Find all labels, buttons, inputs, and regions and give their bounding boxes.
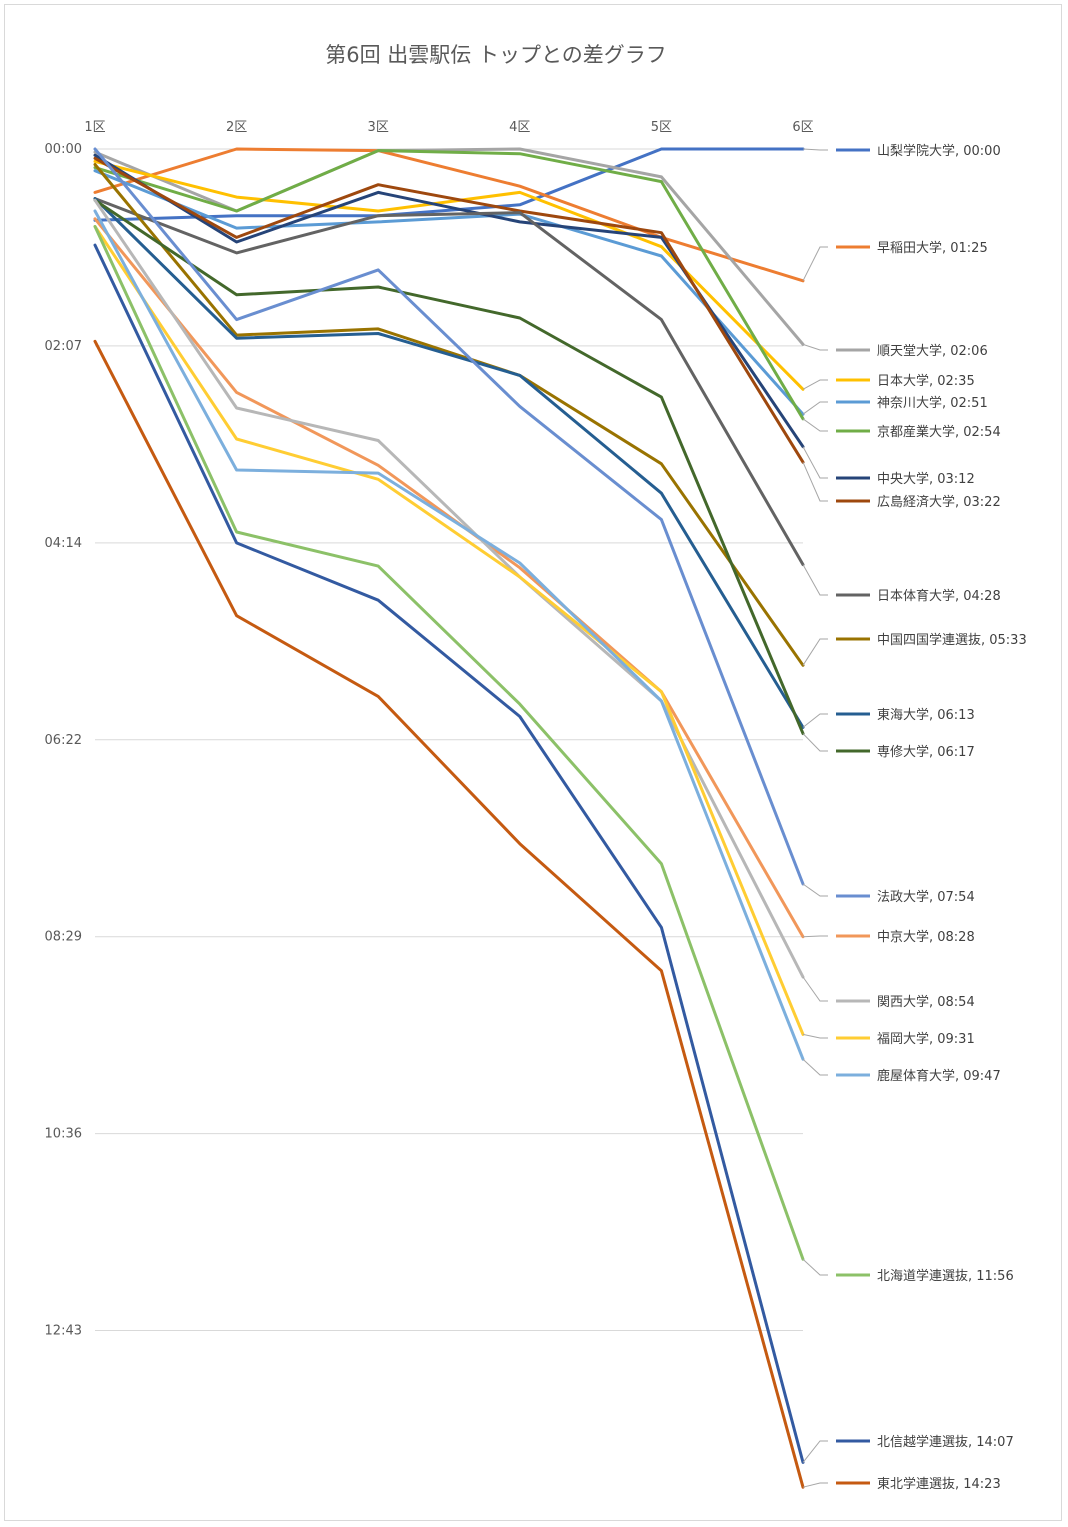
leader-line [802, 246, 828, 282]
legend: 山梨学院大学, 00:00 早稲田大学, 01:25 順天堂大学, 02:06 日本大… [802, 143, 1027, 1492]
y-tick-label: 04:14 [45, 536, 82, 551]
y-tick-label: 06:22 [45, 733, 82, 748]
legend-label: 日本体育大学, 04:28 [877, 588, 1001, 604]
leader-line [802, 1482, 828, 1488]
leader-line [802, 461, 828, 502]
legend-label: 東北学連選抜, 14:23 [877, 1476, 1001, 1492]
legend-label: 山梨学院大学, 00:00 [877, 143, 1001, 159]
leader-line [802, 1440, 828, 1463]
legend-label: 広島経済大学, 03:22 [877, 494, 1001, 510]
series-line [93, 225, 805, 1261]
y-tick-label: 00:00 [45, 142, 82, 157]
series-line [93, 225, 805, 1036]
series-line [93, 147, 805, 886]
legend-label: 早稲田大学, 01:25 [877, 240, 988, 256]
x-axis-tick-labels: 1区 2区 3区 4区 5区 6区 [84, 120, 813, 135]
legend-label: 日本大学, 02:35 [877, 373, 975, 389]
series-line [93, 149, 805, 421]
y-axis-tick-labels: 00:00 02:07 04:14 06:22 08:29 10:36 12:43 [45, 142, 82, 1339]
x-tick-label: 2区 [226, 120, 247, 135]
leader-line [802, 1258, 828, 1276]
series-line [93, 198, 805, 736]
leader-line [802, 446, 828, 479]
x-tick-label: 4区 [509, 120, 530, 135]
legend-label: 京都産業大学, 02:54 [877, 424, 1001, 440]
x-tick-label: 6区 [792, 120, 813, 135]
series-line [93, 147, 805, 283]
series-line [93, 243, 805, 1464]
legend-label: 北信越学連選抜, 14:07 [877, 1434, 1014, 1450]
leader-line [802, 418, 828, 432]
y-tick-label: 02:07 [45, 339, 82, 354]
legend-label: 北海道学連選抜, 11:56 [877, 1268, 1014, 1284]
legend-label: 中国四国学連選抜, 05:33 [877, 632, 1027, 648]
x-tick-label: 3区 [368, 120, 389, 135]
legend-label: 法政大学, 07:54 [877, 889, 975, 905]
series-line [93, 209, 805, 1061]
series-lines [93, 147, 805, 1489]
y-tick-label: 08:29 [45, 930, 82, 945]
series-line [93, 163, 805, 667]
legend-label: 神奈川大学, 02:51 [877, 395, 988, 411]
leader-line [802, 343, 828, 351]
chart-title: 第6回 出雲駅伝 トップとの差グラフ [325, 43, 667, 67]
series-line [93, 217, 805, 939]
leader-line [802, 733, 828, 752]
leader-line [802, 713, 828, 728]
legend-label: 鹿屋体育大学, 09:47 [877, 1068, 1001, 1084]
leader-line [802, 401, 828, 415]
leader-line [802, 1058, 828, 1076]
y-tick-label: 10:36 [45, 1127, 82, 1142]
leader-line [802, 638, 828, 666]
series-line [93, 197, 805, 729]
leader-line [802, 883, 828, 897]
series-line [93, 197, 805, 567]
leader-line [802, 976, 828, 1002]
leader-line [802, 1033, 828, 1039]
series-line [93, 147, 805, 222]
legend-label: 順天堂大学, 02:06 [877, 343, 988, 359]
y-tick-label: 12:43 [45, 1324, 82, 1339]
series-line [93, 198, 805, 979]
series-line [93, 156, 805, 464]
legend-label: 中央大学, 03:12 [877, 471, 975, 487]
leader-line [802, 935, 828, 938]
legend-label: 東海大学, 06:13 [877, 707, 975, 723]
series-line [93, 339, 805, 1489]
leader-line [802, 379, 828, 390]
leader-line [802, 564, 828, 596]
series-line [93, 147, 805, 346]
grid-lines [95, 148, 803, 1332]
legend-label: 関西大学, 08:54 [877, 994, 975, 1010]
legend-label: 専修大学, 06:17 [877, 744, 975, 760]
legend-label: 福岡大学, 09:31 [877, 1031, 975, 1047]
series-line [93, 169, 805, 416]
x-tick-label: 5区 [651, 120, 672, 135]
legend-label: 中京大学, 08:28 [877, 929, 975, 945]
x-tick-label: 1区 [84, 120, 105, 135]
leader-line [802, 148, 828, 151]
